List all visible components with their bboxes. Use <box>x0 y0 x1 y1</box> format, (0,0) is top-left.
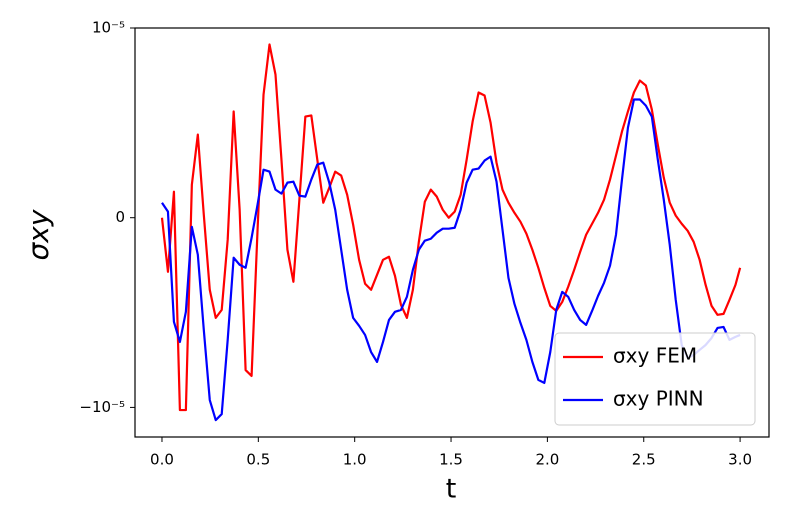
x-tick-label: 3.0 <box>728 451 752 469</box>
y-tick-label: 10⁻⁵ <box>92 19 125 37</box>
x-axis-label: t <box>446 474 457 505</box>
y-tick-label: 0 <box>115 208 125 226</box>
x-tick-label: 1.5 <box>439 451 463 469</box>
y-tick-label: −10⁻⁵ <box>79 398 125 416</box>
x-tick-label: 0.0 <box>150 451 174 469</box>
y-axis-label: σxy <box>22 209 55 260</box>
data-line <box>160 43 742 412</box>
axes-frame <box>134 27 770 438</box>
plot-area <box>160 43 742 422</box>
legend-box <box>554 332 756 426</box>
x-tick-label: 2.5 <box>632 451 656 469</box>
x-tick-label: 0.5 <box>246 451 270 469</box>
data-line <box>161 98 741 422</box>
legend-label: σxy PINN <box>613 387 704 411</box>
x-tick-label: 1.0 <box>343 451 367 469</box>
x-tick-label: 2.0 <box>535 451 559 469</box>
legend-label: σxy FEM <box>613 344 697 368</box>
